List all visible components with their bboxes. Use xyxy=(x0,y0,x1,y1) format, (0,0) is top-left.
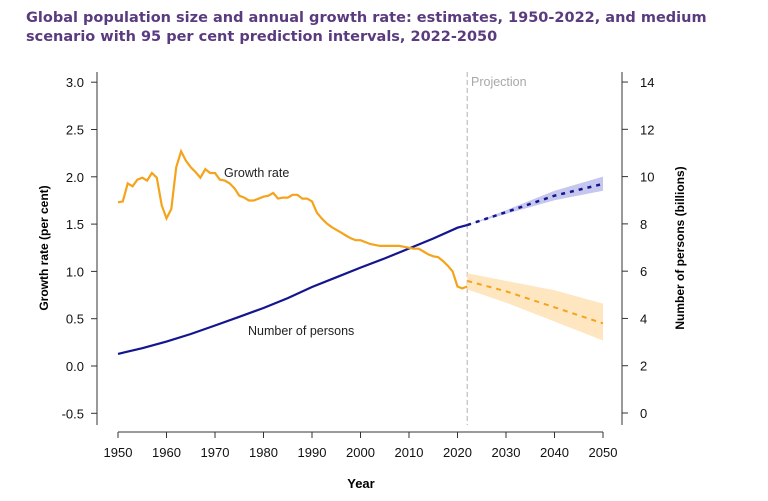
series-label-number-of-persons: Number of persons xyxy=(248,324,354,338)
x-tick-label: 1950 xyxy=(104,445,133,460)
x-tick-label: 1970 xyxy=(201,445,230,460)
y-tick-label-right: 0 xyxy=(640,406,647,421)
marks xyxy=(117,72,604,425)
chart-title: Global population size and annual growth… xyxy=(26,10,707,45)
population-projection-line xyxy=(466,182,604,227)
y-tick-label-right: 12 xyxy=(640,122,654,137)
x-axis-label: Year xyxy=(347,476,374,491)
x-tick-label: 2000 xyxy=(346,445,375,460)
y-tick-label-left: 3.0 xyxy=(66,75,84,90)
projection-label: Projection xyxy=(471,75,527,89)
y-tick-label-left: 1.0 xyxy=(66,264,84,279)
y-tick-label-left: 0.0 xyxy=(66,359,84,374)
y-tick-label-right: 8 xyxy=(640,217,647,232)
y-tick-label-left: 0.5 xyxy=(66,312,84,327)
y-axis-label-left: Growth rate (per cent) xyxy=(37,185,51,310)
x-tick-label: 1990 xyxy=(298,445,327,460)
y-axis-label-right: Number of persons (billions) xyxy=(673,166,687,329)
series-label-growth-rate: Growth rate xyxy=(224,166,289,180)
population-estimate-line xyxy=(117,224,468,355)
x-tick-label: 2030 xyxy=(492,445,521,460)
y-tick-label-right: 10 xyxy=(640,170,654,185)
y-tick-label-left: 2.0 xyxy=(66,170,84,185)
x-tick-label: 2040 xyxy=(540,445,569,460)
x-tick-label: 2010 xyxy=(395,445,424,460)
x-tick-label: 2020 xyxy=(443,445,472,460)
x-tick-label: 1960 xyxy=(152,445,181,460)
x-tick-label: 2050 xyxy=(589,445,618,460)
growth-rate-projection-line xyxy=(466,279,604,325)
y-tick-label-right: 6 xyxy=(640,264,647,279)
y-tick-label-right: 2 xyxy=(640,359,647,374)
y-tick-label-right: 14 xyxy=(640,75,654,90)
growth-rate-estimate-line xyxy=(117,148,468,290)
axes: 1950 1960 1970 1980 1990 2000 2010 2020 2030 2040… xyxy=(62,72,654,460)
growth-rate-prediction-interval xyxy=(467,273,603,341)
y-tick-label-right: 4 xyxy=(640,311,647,326)
y-tick-label-left: -0.5 xyxy=(62,406,84,421)
x-tick-label: 1980 xyxy=(249,445,278,460)
y-tick-label-left: 1.5 xyxy=(66,217,84,232)
y-tick-label-left: 2.5 xyxy=(66,123,84,138)
